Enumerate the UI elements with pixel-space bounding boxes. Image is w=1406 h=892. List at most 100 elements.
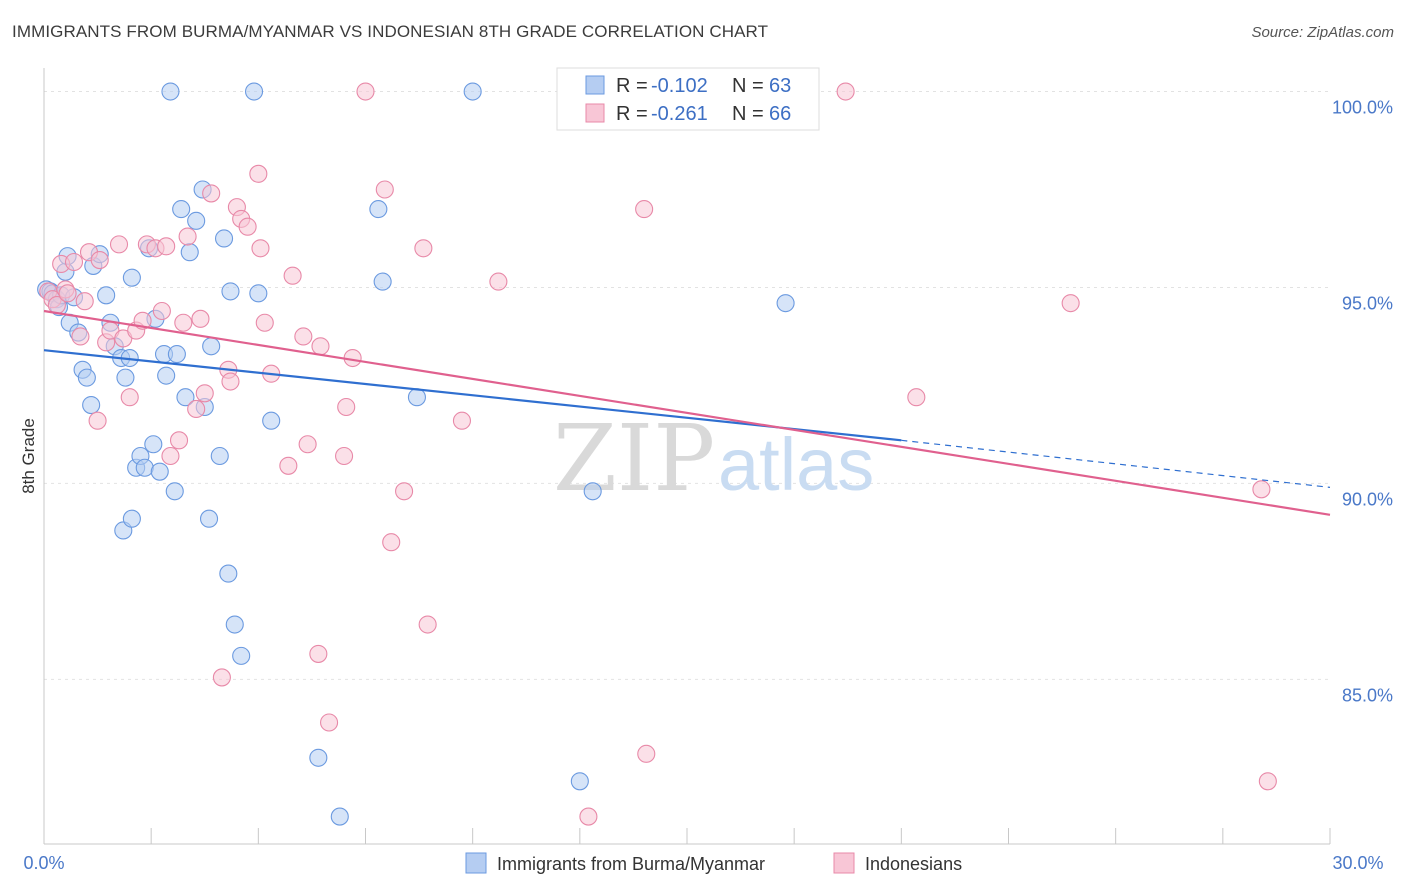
indonesian-point-29 (195, 384, 214, 403)
burma-point-21 (116, 368, 135, 387)
x-ticks (150, 828, 1331, 844)
indonesian-point-28 (191, 309, 210, 328)
burma-point-37 (172, 200, 191, 219)
y-axis-label: 8th Grade (19, 418, 38, 494)
series-legend-label-burma: Immigrants from Burma/Myanmar (497, 854, 765, 874)
indonesian-point-14 (109, 235, 129, 254)
series-legend-label-indonesian: Indonesians (865, 854, 962, 874)
burma-point-23 (122, 509, 141, 528)
indonesian-point-57 (452, 411, 472, 430)
y-tick-label-90: 90.0% (1342, 489, 1393, 509)
burma-point-40 (187, 211, 206, 230)
indonesian-point-21 (152, 301, 171, 321)
indonesian-point-46 (311, 337, 330, 356)
series-legend: Immigrants from Burma/Myanmar Indonesian… (465, 852, 962, 874)
indonesian-point-27 (187, 399, 206, 419)
trend-lines (43, 309, 1331, 516)
burma-point-39 (180, 243, 199, 262)
burma-trend-extension (901, 439, 1331, 488)
burma-point-47 (219, 564, 238, 583)
burma-point-48 (221, 282, 240, 301)
indonesian-point-59 (579, 807, 598, 826)
stats-legend-r-label-burma: R = (616, 75, 648, 97)
stats-legend-r-value-burma: -0.102 (651, 75, 708, 97)
indonesian-point-63 (907, 388, 926, 407)
burma-point-55 (330, 807, 349, 826)
burma-point-16 (97, 286, 116, 305)
burma-point-59 (463, 82, 482, 101)
burma-point-24 (122, 268, 141, 287)
indonesian-point-7 (71, 327, 90, 346)
indonesian-point-8 (75, 292, 94, 311)
indonesian-points (39, 82, 1277, 826)
indonesian-point-58 (489, 272, 508, 291)
indonesian-point-44 (298, 435, 317, 454)
burma-point-44 (202, 337, 221, 356)
burma-point-50 (232, 646, 251, 665)
indonesian-point-54 (395, 482, 414, 501)
indonesian-point-61 (637, 744, 656, 763)
indonesian-point-24 (169, 431, 189, 450)
indonesian-point-33 (221, 372, 240, 391)
indonesian-point-65 (1252, 480, 1271, 499)
x-tick-label-min: 0.0% (23, 853, 64, 873)
indonesian-point-38 (251, 239, 270, 258)
burma-point-51 (244, 82, 264, 101)
burma-point-52 (249, 284, 268, 303)
indonesian-point-64 (1061, 294, 1080, 313)
indonesian-point-22 (157, 237, 176, 256)
y-tick-label-95: 95.0% (1342, 293, 1393, 313)
stats-legend: R = -0.102 N = 63 R = -0.261 N = 66 (556, 67, 820, 131)
indonesian-point-25 (174, 313, 193, 332)
indonesian-point-36 (238, 217, 257, 236)
indonesian-point-42 (283, 266, 302, 285)
indonesian-point-30 (202, 184, 221, 203)
stats-legend-n-label-burma: N = (732, 75, 764, 97)
indonesian-point-11 (90, 250, 109, 270)
indonesian-point-41 (279, 456, 298, 475)
indonesian-point-53 (382, 533, 401, 552)
chart-source: Source: ZipAtlas.com (1251, 24, 1394, 41)
indonesian-point-39 (255, 313, 274, 332)
y-tick-labels: 85.0% 90.0% 95.0% 100.0% (1332, 98, 1393, 706)
indonesian-point-66 (1258, 772, 1277, 791)
indonesian-point-52 (375, 180, 394, 199)
burma-point-62 (776, 294, 795, 313)
indonesian-point-6 (64, 252, 84, 272)
burma-point-49 (225, 615, 244, 634)
burma-point-27 (135, 458, 154, 477)
stats-legend-r-value-indonesian: -0.261 (651, 103, 708, 125)
indonesian-point-26 (178, 227, 197, 246)
burma-point-45 (210, 446, 229, 466)
indonesian-point-62 (836, 82, 855, 101)
indonesian-point-37 (249, 164, 268, 183)
burma-point-31 (150, 462, 169, 481)
indonesian-point-5 (58, 284, 77, 303)
indonesian-point-56 (418, 615, 437, 634)
indonesian-point-48 (335, 446, 354, 466)
chart-title: IMMIGRANTS FROM BURMA/MYANMAR VS INDONES… (12, 22, 769, 41)
indonesian-point-47 (320, 713, 339, 732)
burma-point-38 (176, 388, 195, 407)
indonesian-point-55 (414, 239, 433, 258)
y-tick-label-85: 85.0% (1342, 685, 1393, 705)
burma-point-57 (373, 272, 392, 291)
burma-point-12 (77, 368, 96, 387)
x-tick-label-max: 30.0% (1332, 853, 1383, 873)
burma-point-33 (157, 366, 176, 385)
indonesian-point-43 (294, 327, 313, 346)
burma-point-43 (199, 509, 219, 528)
stats-legend-swatch-indonesian (585, 103, 605, 123)
watermark-zip: ZIP (553, 405, 715, 512)
stats-legend-n-value-indonesian: 66 (769, 103, 791, 125)
burma-point-29 (144, 435, 163, 454)
y-tick-label-100: 100.0% (1332, 98, 1393, 118)
watermark: ZIP atlas (553, 405, 874, 512)
stats-legend-n-label-indonesian: N = (732, 103, 764, 125)
indonesian-point-60 (635, 200, 654, 219)
burma-point-53 (262, 411, 281, 430)
indonesian-point-10 (88, 411, 107, 430)
stats-legend-n-value-burma: 63 (769, 75, 791, 97)
burma-point-56 (369, 200, 388, 219)
